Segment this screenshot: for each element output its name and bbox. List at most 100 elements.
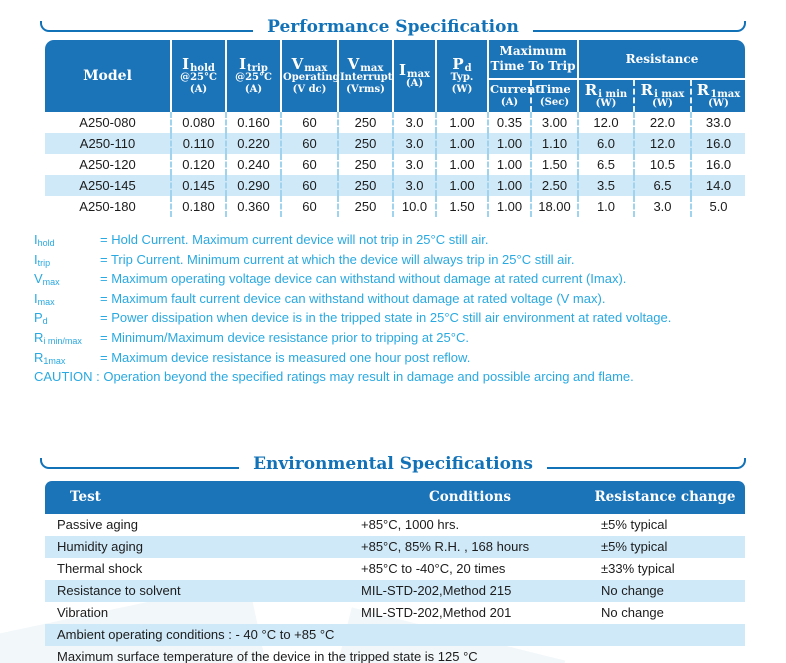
cell: 60 bbox=[280, 196, 337, 217]
table-row: Resistance to solvent MIL-STD-202,Method… bbox=[45, 579, 745, 602]
cell: 33.0 bbox=[690, 112, 745, 133]
footnote-text: = Trip Current. Minimum current at which… bbox=[100, 251, 575, 267]
footnote-symbol: Vmax bbox=[34, 271, 60, 288]
environmental-section: Environmental Specifications Test Condit… bbox=[0, 445, 786, 663]
footnote-symbol: Pd bbox=[34, 310, 48, 327]
group-header-resistance: Resistance bbox=[577, 40, 746, 80]
footnote-symbol: R1max bbox=[34, 349, 66, 366]
footnote: R1max = Maximum device resistance is mea… bbox=[34, 349, 786, 369]
cell: 1.00 bbox=[487, 154, 530, 175]
cell: 1.00 bbox=[435, 112, 487, 133]
title-rule-left bbox=[40, 457, 240, 469]
footnote: Imax = Maximum fault current device can … bbox=[34, 290, 786, 310]
cell: 10.0 bbox=[392, 196, 435, 217]
cell: 0.080 bbox=[170, 112, 225, 133]
cell: 60 bbox=[280, 112, 337, 133]
footnote: Itrip = Trip Current. Minimum current at… bbox=[34, 251, 786, 271]
footnote-symbol: Itrip bbox=[34, 251, 51, 268]
column-header-imax: Imax (A) bbox=[392, 40, 435, 112]
cell: 0.35 bbox=[487, 112, 530, 133]
cell-change: No change bbox=[585, 579, 745, 602]
cell: 250 bbox=[337, 154, 392, 175]
footnote: Ihold = Hold Current. Maximum current de… bbox=[34, 231, 786, 251]
cell: 1.00 bbox=[435, 175, 487, 196]
cell: 6.5 bbox=[577, 154, 633, 175]
column-header-test: Test bbox=[45, 480, 355, 514]
cell: 250 bbox=[337, 133, 392, 154]
cell: 1.00 bbox=[487, 196, 530, 217]
caution-note: CAUTION : Operation beyond the specified… bbox=[34, 369, 634, 385]
cell: 3.0 bbox=[392, 154, 435, 175]
cell: 12.0 bbox=[633, 133, 690, 154]
cell: 1.0 bbox=[577, 196, 633, 217]
title-rule-right bbox=[532, 21, 746, 32]
cell-model: A250-110 bbox=[45, 133, 170, 154]
cell: 1.00 bbox=[435, 133, 487, 154]
cell: 14.0 bbox=[690, 175, 746, 196]
cell: 3.0 bbox=[392, 133, 435, 154]
title-rule-right bbox=[546, 457, 746, 469]
cell: 0.120 bbox=[170, 154, 225, 175]
cell-conditions: MIL-STD-202,Method 201 bbox=[361, 605, 512, 621]
cell: 60 bbox=[280, 133, 337, 154]
footnote-text: = Maximum operating voltage device can w… bbox=[100, 271, 627, 287]
cell: 3.5 bbox=[577, 175, 633, 196]
cell-conditions: MIL-STD-202,Method 215 bbox=[355, 579, 585, 602]
column-header-rimin: Ri min (W) bbox=[577, 80, 633, 112]
cell: 0.180 bbox=[170, 196, 225, 217]
footnote: Ri min/max = Minimum/Maximum device resi… bbox=[34, 329, 786, 349]
environmental-table-body: Passive aging +85°C, 1000 hrs. ±5% typic… bbox=[45, 514, 745, 663]
cell: 250 bbox=[337, 112, 392, 133]
footnote-text: = Hold Current. Maximum current device w… bbox=[100, 232, 489, 247]
cell-conditions: +85°C, 1000 hrs. bbox=[361, 517, 460, 533]
cell: 250 bbox=[337, 175, 392, 196]
cell: 1.50 bbox=[530, 154, 577, 175]
table-row: Humidity aging +85°C, 85% R.H. , 168 hou… bbox=[45, 535, 745, 558]
cell: 1.00 bbox=[435, 154, 487, 175]
cell: 16.0 bbox=[690, 133, 746, 154]
environmental-table-header: Test Conditions Resistance change bbox=[45, 480, 745, 514]
cell: 250 bbox=[337, 196, 392, 217]
column-header-resistance-change: Resistance change bbox=[585, 480, 745, 514]
cell-test: Vibration bbox=[57, 605, 109, 621]
column-header-model: Model bbox=[45, 40, 170, 112]
cell-change: ±5% typical bbox=[585, 535, 745, 558]
cell: 0.145 bbox=[170, 175, 225, 196]
column-header-vmax-interrupt: Vmax Interrupt (Vrms) bbox=[337, 40, 392, 112]
performance-table: Model Ihold @25°C (A) Itrip @25°C (A) bbox=[45, 40, 746, 217]
footnote: Pd = Power dissipation when device is in… bbox=[34, 309, 786, 329]
cell-change: No change bbox=[601, 605, 664, 621]
table-row: A250-110 0.110 0.220 60 250 3.0 1.00 1.0… bbox=[45, 133, 746, 154]
cell: 3.0 bbox=[392, 175, 435, 196]
cell-test: Resistance to solvent bbox=[45, 579, 355, 602]
cell: 0.290 bbox=[225, 175, 280, 196]
performance-table-body: A250-080 0.080 0.160 60 250 3.0 1.00 0.3… bbox=[45, 112, 746, 217]
cell: 3.0 bbox=[392, 112, 435, 133]
table-row: A250-145 0.145 0.290 60 250 3.0 1.00 1.0… bbox=[45, 175, 746, 196]
cell-model: A250-180 bbox=[79, 199, 136, 214]
cell: 18.00 bbox=[530, 196, 577, 217]
cell-change: ±33% typical bbox=[601, 561, 675, 577]
column-header-r1max: R1max (W) bbox=[690, 80, 746, 112]
cell: 3.0 bbox=[633, 196, 690, 217]
cell: 3.00 bbox=[530, 112, 577, 133]
cell-test: Thermal shock bbox=[57, 561, 143, 577]
title-rule-left bbox=[40, 21, 254, 32]
cell: 0.110 bbox=[170, 133, 225, 154]
footnote-text: = Maximum device resistance is measured … bbox=[100, 349, 471, 365]
performance-section: Performance Specification Model bbox=[0, 8, 786, 387]
ambient-conditions-note: Ambient operating conditions : - 40 °C t… bbox=[45, 623, 745, 646]
cell: 22.0 bbox=[633, 112, 690, 133]
cell-model: A250-120 bbox=[79, 157, 136, 172]
column-header-rimax: Ri max (W) bbox=[633, 80, 690, 112]
table-row: A250-180 0.180 0.360 60 250 10.0 1.50 1.… bbox=[45, 196, 745, 217]
group-header-max-time-to-trip: Maximum Time To Trip bbox=[487, 40, 577, 80]
cell-test: Humidity aging bbox=[45, 535, 355, 558]
cell-model: A250-080 bbox=[79, 115, 136, 130]
cell: 6.0 bbox=[577, 133, 633, 154]
performance-section-title: Performance Specification bbox=[267, 17, 519, 37]
cell: 1.00 bbox=[487, 175, 530, 196]
performance-footnotes: Ihold = Hold Current. Maximum current de… bbox=[34, 231, 786, 387]
cell: 1.50 bbox=[435, 196, 487, 217]
